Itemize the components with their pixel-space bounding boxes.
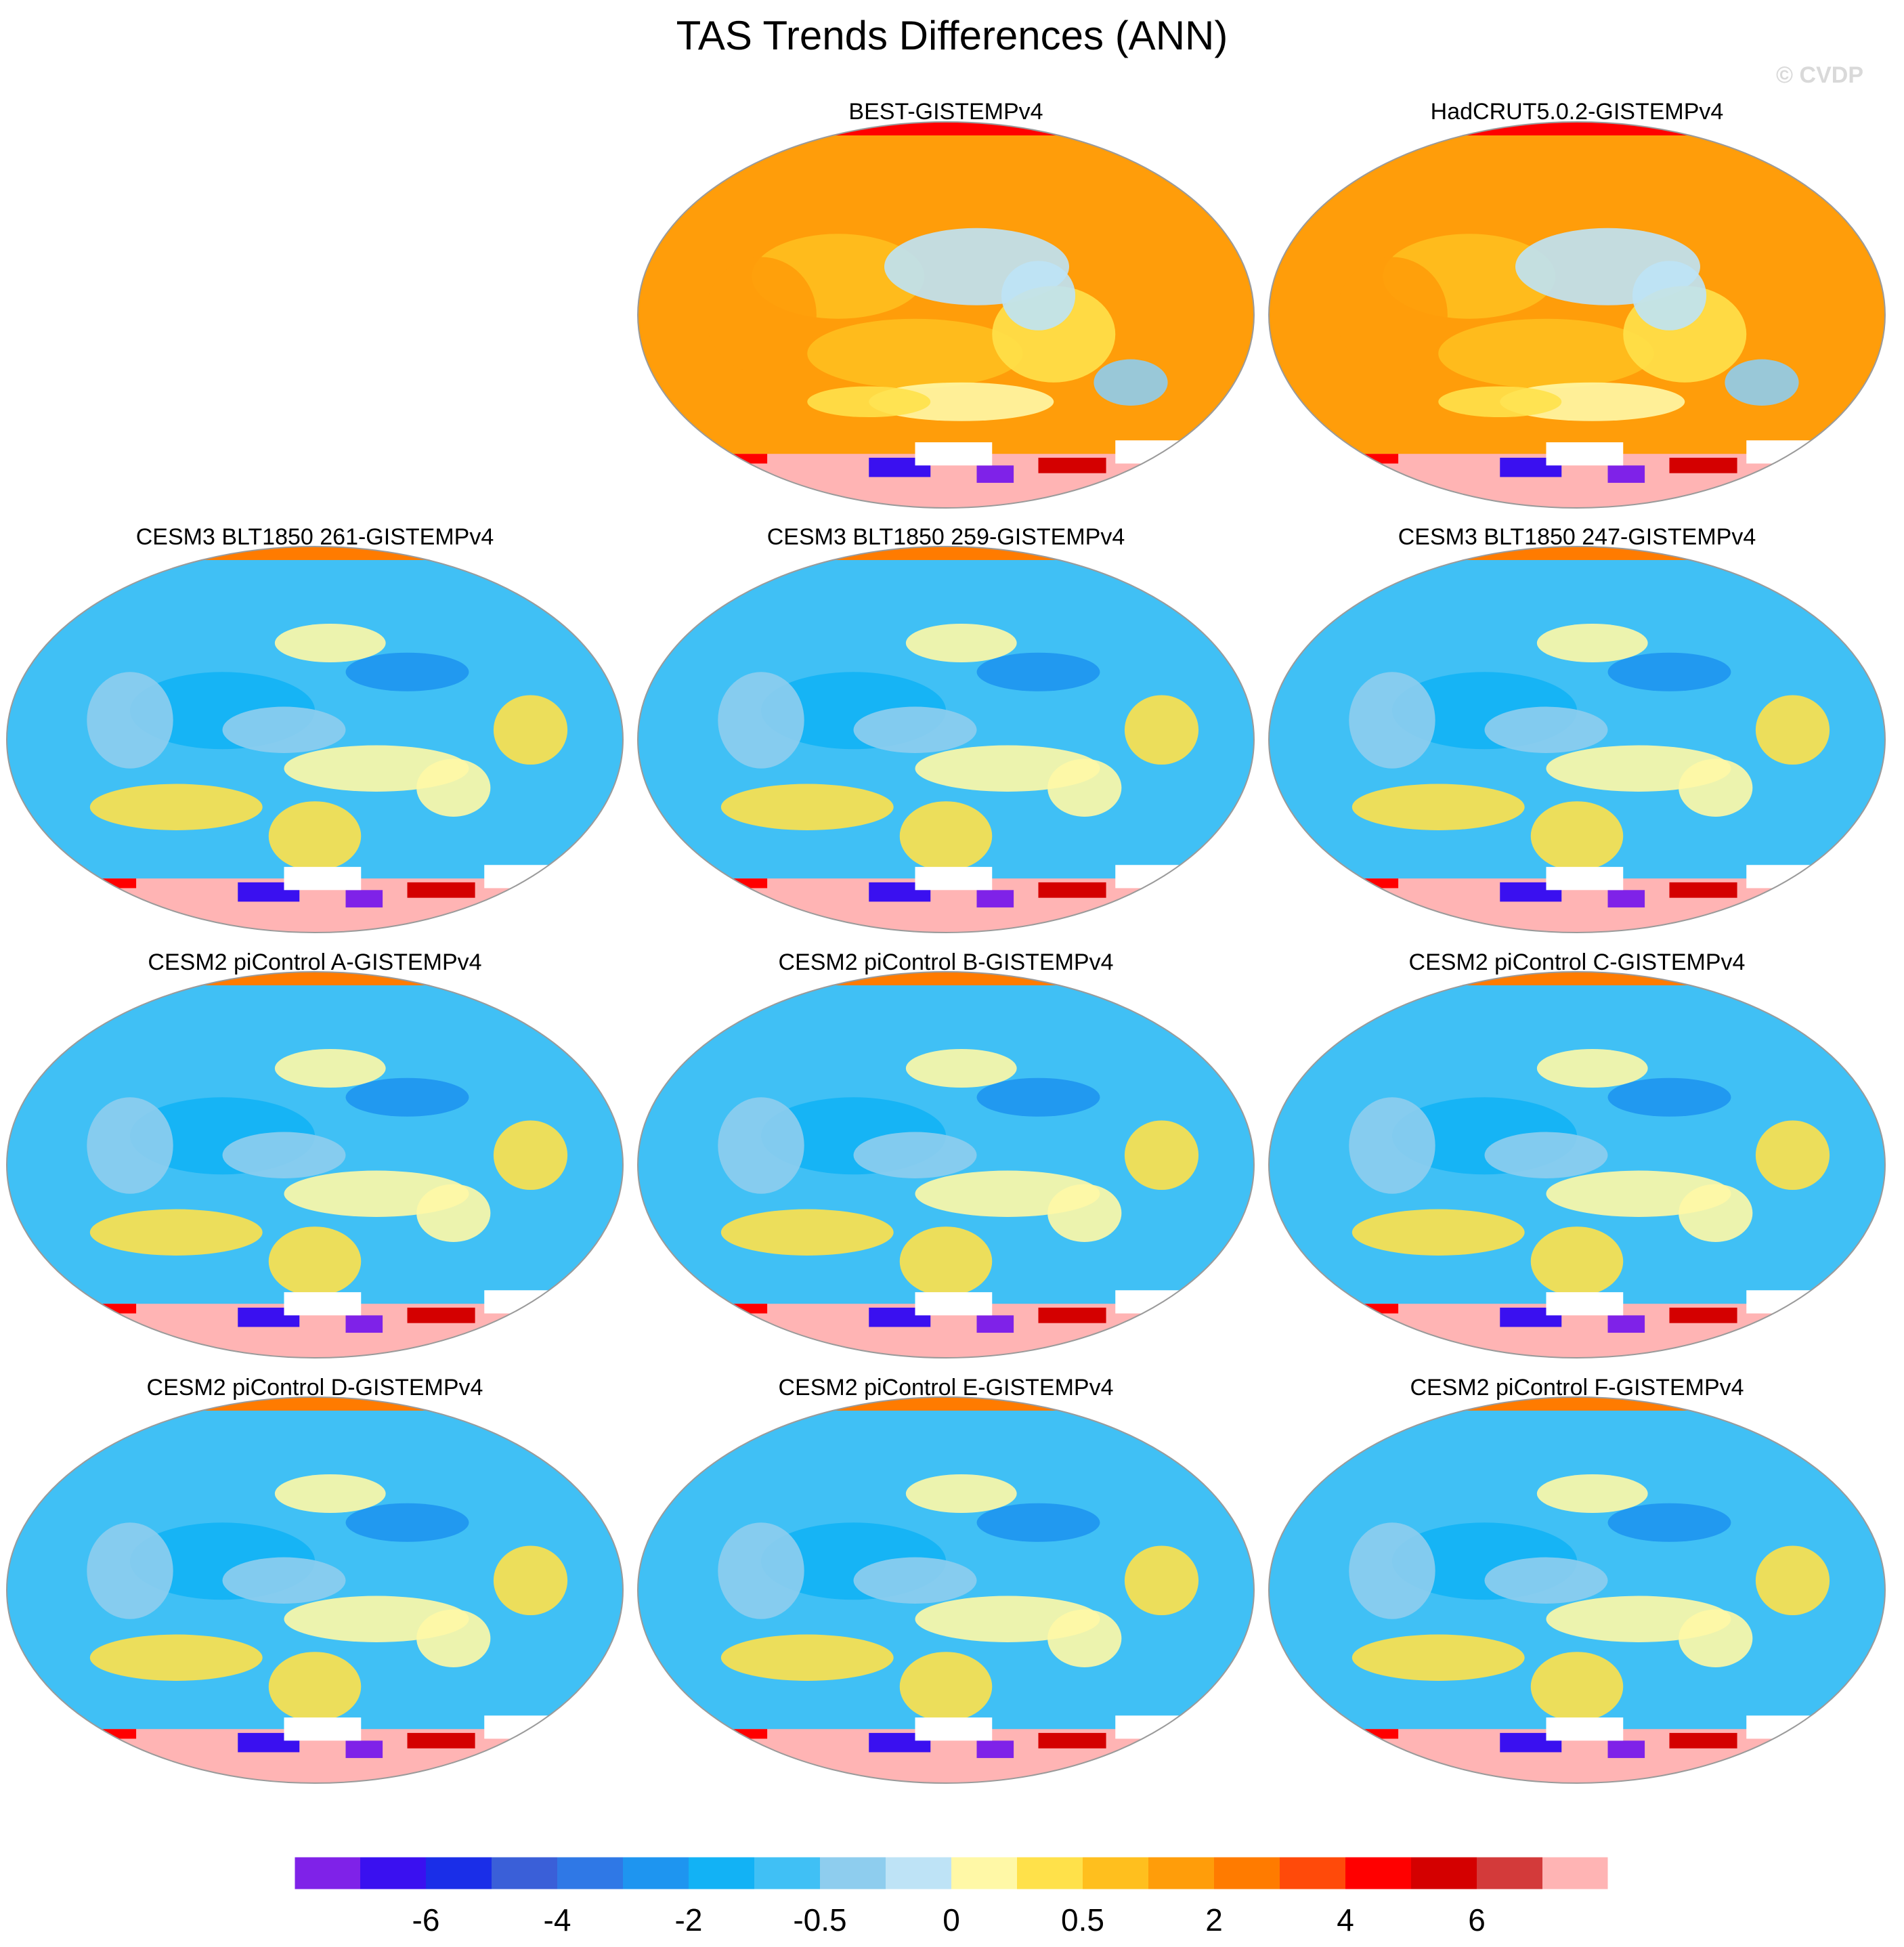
- panel-title: CESM2 piControl C-GISTEMPv4: [1408, 949, 1746, 975]
- map-outline: [6, 546, 624, 933]
- colorbar-tick-label: -4: [543, 1902, 571, 1938]
- map-outline: [1268, 546, 1886, 933]
- panel-title: CESM2 piControl A-GISTEMPv4: [148, 949, 482, 975]
- colorbar-swatch: [754, 1857, 821, 1889]
- colorbar-swatch: [1148, 1857, 1215, 1889]
- colorbar-swatch: [820, 1857, 886, 1889]
- colorbar-swatch: [1083, 1857, 1149, 1889]
- colorbar-tick-label: -2: [674, 1902, 703, 1938]
- panel-title: CESM3 BLT1850 247-GISTEMPv4: [1398, 524, 1756, 550]
- map-outline: [637, 971, 1255, 1358]
- colorbar-swatch: [886, 1857, 952, 1889]
- colorbar-swatch: [1345, 1857, 1412, 1889]
- colorbar-swatch: [426, 1857, 492, 1889]
- colorbar-tick-label: 2: [1205, 1902, 1223, 1938]
- colorbar-swatch: [1280, 1857, 1346, 1889]
- map-panel: [1269, 547, 1885, 933]
- colorbar-swatch: [689, 1857, 755, 1889]
- map-panel: [7, 547, 623, 933]
- map-outline: [1268, 121, 1886, 509]
- maps-canvas: [6, 121, 1886, 1784]
- panel-title: CESM2 piControl E-GISTEMPv4: [778, 1375, 1114, 1400]
- panel-title: CESM3 BLT1850 261-GISTEMPv4: [135, 524, 494, 550]
- colorbar-swatch: [1411, 1857, 1477, 1889]
- colorbar-tick-label: 4: [1337, 1902, 1354, 1938]
- map-panel: [7, 972, 623, 1358]
- map-outline: [6, 1396, 624, 1784]
- map-outline: [1268, 1396, 1886, 1784]
- map-outline: [1268, 971, 1886, 1358]
- colorbar-swatch: [1017, 1857, 1083, 1889]
- colorbar-swatch: [360, 1857, 427, 1889]
- panel-title: BEST-GISTEMPv4: [848, 99, 1043, 125]
- colorbar-tick-label: -0.5: [793, 1902, 847, 1938]
- panel-title: CESM2 piControl F-GISTEMPv4: [1410, 1375, 1744, 1400]
- map-panel: [1269, 122, 1885, 508]
- map-outline: [637, 1396, 1255, 1784]
- map-panels: BEST-GISTEMPv4 HadCRUT5.0.2-GISTEMPv4 CESM…: [6, 99, 1886, 1784]
- map-outline: [637, 546, 1255, 933]
- map-outline: [637, 121, 1255, 509]
- colorbar-swatch: [557, 1857, 624, 1889]
- panel-title: CESM2 piControl B-GISTEMPv4: [778, 949, 1114, 975]
- colorbar-tick-label: 6: [1468, 1902, 1486, 1938]
- colorbar-swatch: [492, 1857, 558, 1889]
- colorbar-tick-label: 0.5: [1061, 1902, 1104, 1938]
- panel-title: CESM3 BLT1850 259-GISTEMPv4: [766, 524, 1125, 550]
- panel-title: HadCRUT5.0.2-GISTEMPv4: [1430, 99, 1724, 125]
- colorbar-swatch: [1542, 1857, 1609, 1889]
- colorbar-swatch: [951, 1857, 1018, 1889]
- figure-title: TAS Trends Differences (ANN): [676, 13, 1228, 58]
- colorbar-swatch: [1214, 1857, 1280, 1889]
- colorbar-tick-label: 0: [943, 1902, 960, 1938]
- colorbar-tick-label: -6: [412, 1902, 440, 1938]
- colorbar-swatch: [1477, 1857, 1543, 1889]
- colorbar-swatch: [623, 1857, 689, 1889]
- map-outline: [6, 971, 624, 1358]
- colorbar-swatch: [295, 1857, 361, 1889]
- panel-title: CESM2 piControl D-GISTEMPv4: [146, 1375, 483, 1400]
- cvdp-watermark: © CVDP: [1776, 62, 1863, 88]
